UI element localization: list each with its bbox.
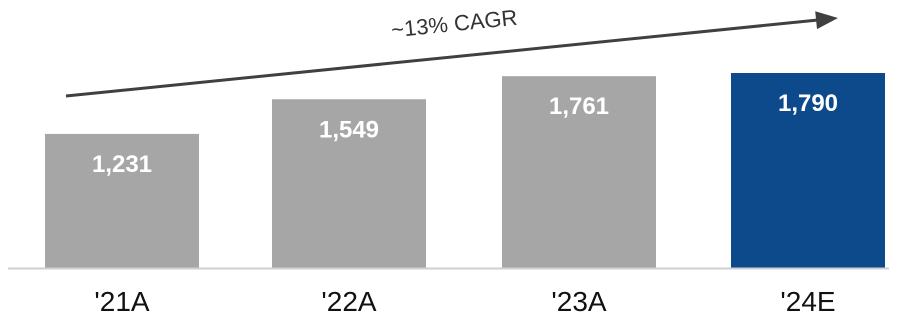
cagr-arrow-line bbox=[65, 18, 819, 98]
bar-value-labels: 1,231 1,549 1,761 1,790 bbox=[92, 90, 838, 178]
bar-value-label-3: 1,790 bbox=[778, 90, 838, 117]
bar-2 bbox=[502, 76, 656, 269]
cagr-arrow-head-icon bbox=[815, 11, 838, 30]
bar-value-label-2: 1,761 bbox=[549, 93, 609, 120]
bar-value-label-0: 1,231 bbox=[92, 151, 152, 178]
bar-3 bbox=[731, 73, 885, 268]
x-tick-label-1: '22A bbox=[321, 286, 376, 317]
bar-0 bbox=[45, 133, 199, 268]
bar-1 bbox=[272, 99, 426, 269]
x-tick-label-0: '21A bbox=[94, 286, 149, 317]
x-tick-label-3: '24E bbox=[780, 286, 835, 317]
x-axis-ticks: '21A '22A '23A '24E bbox=[94, 286, 835, 317]
x-tick-label-2: '23A bbox=[551, 286, 606, 317]
cagr-annotation: ~13% CAGR bbox=[65, 5, 838, 98]
bar-value-label-1: 1,549 bbox=[319, 116, 379, 143]
cagr-label: ~13% CAGR bbox=[390, 5, 518, 43]
bars bbox=[45, 73, 885, 269]
